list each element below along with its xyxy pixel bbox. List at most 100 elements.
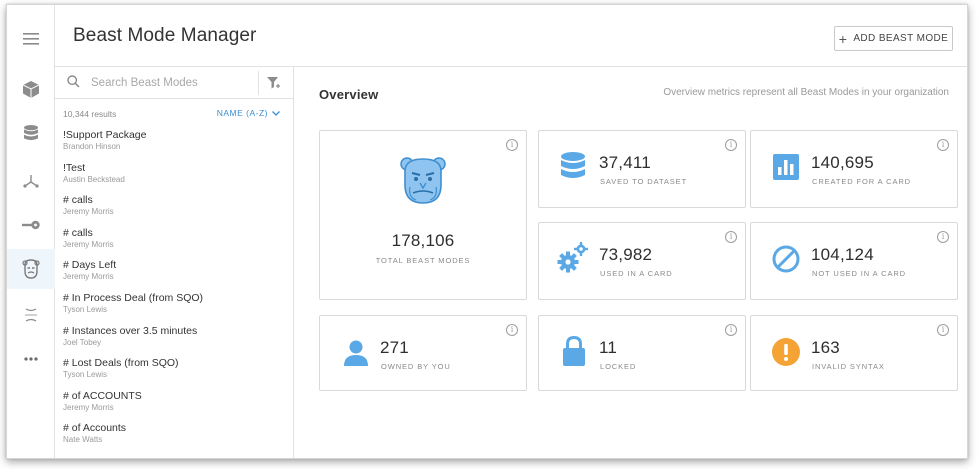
list-item[interactable]: !Test Austin Beckstead: [55, 162, 294, 195]
beast-mode-name: # of ACCOUNTS: [63, 389, 142, 402]
brackets-icon[interactable]: [7, 295, 55, 335]
beast-mode-list: !Support Package Brandon Hinson !Test Aust…: [55, 129, 294, 455]
saved-label: SAVED TO DATASET: [600, 177, 688, 186]
invalid-label: INVALID SYNTAX: [812, 362, 885, 371]
beast-mode-owner: Nate Watts: [63, 435, 103, 445]
beast-mode-icon[interactable]: [7, 249, 55, 289]
not-used-in-card-card: i 104,124 NOT USED IN A CARD: [750, 222, 958, 300]
beast-mode-name: !Test: [63, 161, 86, 174]
overview-note: Overview metrics represent all Beast Mod…: [663, 87, 949, 98]
search-icon: [67, 75, 80, 93]
beast-mode-name: !Support Package: [63, 129, 147, 141]
list-item[interactable]: # Lost Deals (from SQO) Tyson Lewis: [55, 357, 294, 390]
info-icon[interactable]: i: [725, 139, 737, 151]
beast-mode-name: # calls: [63, 194, 93, 207]
not-used-value: 104,124: [811, 245, 874, 264]
app-window: Beast Mode Manager + ADD BEAST MODE 10,3…: [6, 4, 968, 459]
plus-icon: +: [838, 30, 848, 47]
warning-icon: [772, 338, 800, 366]
invalid-syntax-card: i 163 INVALID SYNTAX: [750, 315, 958, 391]
key-icon[interactable]: [7, 205, 55, 245]
owned-value: 271: [380, 338, 409, 357]
info-icon[interactable]: i: [506, 324, 518, 336]
database-icon[interactable]: [7, 113, 55, 153]
list-item[interactable]: # Instances over 3.5 minutes Joel Tobey: [55, 325, 294, 358]
menu-icon[interactable]: [7, 19, 55, 59]
beast-mode-list-panel: 10,344 results NAME (A-Z) !Support Packa…: [55, 67, 294, 458]
beast-mode-name: # Instances over 3.5 minutes: [63, 324, 198, 337]
list-item[interactable]: !Support Package Brandon Hinson: [55, 129, 294, 162]
database-icon: [561, 152, 585, 178]
search-input[interactable]: [91, 74, 251, 92]
more-icon[interactable]: [7, 339, 55, 379]
page-header: Beast Mode Manager + ADD BEAST MODE: [55, 5, 967, 67]
locked-label: LOCKED: [600, 362, 637, 371]
list-item[interactable]: # calls Jeremy Morris: [55, 227, 294, 260]
results-bar: 10,344 results NAME (A-Z): [55, 107, 294, 123]
list-item[interactable]: # of Accounts Nate Watts: [55, 422, 294, 455]
beast-mode-name: # Days Left: [63, 259, 117, 272]
beast-mode-owner: Joel Tobey: [63, 337, 102, 347]
total-label: TOTAL BEAST MODES: [375, 256, 471, 265]
list-item[interactable]: # In Process Deal (from SQO) Tyson Lewis: [55, 292, 294, 325]
total-value: 178,106: [391, 231, 455, 250]
bar-chart-icon: [773, 154, 799, 180]
beast-mode-name: # Lost Deals (from SQO): [63, 357, 179, 370]
saved-to-dataset-card: i 37,411 SAVED TO DATASET: [538, 130, 746, 208]
beast-mode-owner: Jeremy Morris: [63, 272, 114, 282]
used-label: USED IN A CARD: [600, 269, 673, 278]
beast-mode-owner: Jeremy Morris: [63, 402, 114, 412]
locked-card: i 11 LOCKED: [538, 315, 746, 391]
info-icon[interactable]: i: [725, 324, 737, 336]
beast-mode-owner: Austin Beckstead: [63, 174, 125, 184]
locked-value: 11: [599, 338, 618, 357]
created-value: 140,695: [811, 153, 874, 172]
saved-value: 37,411: [599, 153, 651, 172]
list-item[interactable]: # calls Jeremy Morris: [55, 194, 294, 227]
owned-by-you-card: i 271 OWNED BY YOU: [319, 315, 527, 391]
total-beast-modes-card: i 178,106 TOTAL BEAST MODES: [319, 130, 527, 300]
results-count: 10,344 results: [63, 109, 117, 119]
owned-label: OWNED BY YOU: [381, 362, 451, 371]
cube-icon[interactable]: [7, 69, 55, 109]
beast-mode-name: # calls: [63, 226, 93, 239]
chevron-down-icon: [272, 110, 280, 116]
list-item[interactable]: # of ACCOUNTS Jeremy Morris: [55, 390, 294, 423]
info-icon[interactable]: i: [937, 324, 949, 336]
invalid-value: 163: [811, 338, 840, 357]
beast-mode-owner: Jeremy Morris: [63, 239, 114, 249]
page-title: Beast Mode Manager: [73, 25, 257, 46]
overview-panel: Overview Overview metrics represent all …: [295, 67, 967, 458]
created-label: CREATED FOR A CARD: [812, 177, 911, 186]
sort-dropdown[interactable]: NAME (A-Z): [217, 108, 280, 118]
beast-mode-name: # of Accounts: [63, 422, 127, 435]
list-item[interactable]: # Days Left Jeremy Morris: [55, 259, 294, 292]
user-icon: [344, 340, 368, 366]
divider: [258, 71, 259, 95]
dataflow-icon[interactable]: [7, 161, 55, 201]
add-beast-mode-button[interactable]: + ADD BEAST MODE: [834, 26, 953, 51]
beast-mode-owner: Tyson Lewis: [63, 370, 108, 380]
left-rail: [7, 5, 55, 458]
beast-mode-owner: Brandon Hinson: [63, 142, 121, 151]
beast-mode-name: # In Process Deal (from SQO): [63, 291, 204, 304]
overview-title: Overview: [319, 87, 379, 102]
beast-mode-owner: Jeremy Morris: [63, 207, 114, 217]
used-value: 73,982: [599, 245, 653, 264]
search-bar: [55, 67, 294, 99]
filter-icon[interactable]: [267, 76, 281, 94]
created-for-card-card: i 140,695 CREATED FOR A CARD: [750, 130, 958, 208]
info-icon[interactable]: i: [937, 139, 949, 151]
lock-icon: [563, 336, 585, 366]
info-icon[interactable]: i: [725, 231, 737, 243]
sort-label: NAME (A-Z): [216, 108, 268, 118]
beast-mode-owner: Tyson Lewis: [63, 304, 108, 314]
not-used-label: NOT USED IN A CARD: [812, 269, 906, 278]
gears-icon: [557, 242, 588, 273]
used-in-card-card: i 73,982 USED IN A CARD: [538, 222, 746, 300]
add-beast-mode-label: ADD BEAST MODE: [853, 33, 949, 44]
prohibited-icon: [772, 245, 800, 273]
beast-mode-mascot-icon: [400, 157, 446, 204]
info-icon[interactable]: i: [937, 231, 949, 243]
info-icon[interactable]: i: [506, 139, 518, 151]
